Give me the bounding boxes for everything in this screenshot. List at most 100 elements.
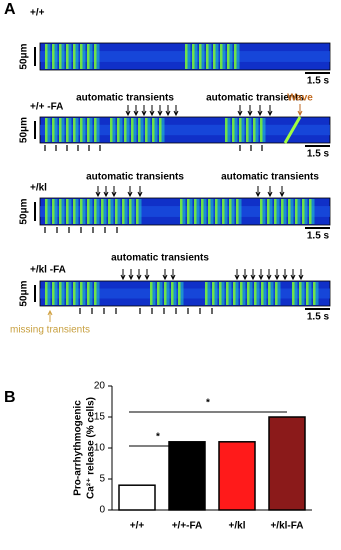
transient-tail: [54, 282, 58, 305]
transient-tail: [297, 199, 301, 224]
transient: [124, 118, 127, 142]
transient-tail: [255, 118, 259, 142]
transient: [194, 199, 197, 224]
x-tick-label: +/+-FA: [172, 521, 203, 532]
transient-tail: [231, 199, 235, 224]
transient-tail: [61, 199, 65, 224]
transient-tail: [215, 44, 219, 69]
transient: [129, 199, 132, 224]
transient-tail: [54, 44, 58, 69]
transient: [219, 282, 222, 305]
transient: [101, 199, 104, 224]
transient: [254, 282, 257, 305]
transient-tail: [119, 118, 123, 142]
transient: [73, 44, 76, 69]
transient-tail: [229, 44, 233, 69]
transient: [159, 118, 162, 142]
transient-tail: [89, 44, 93, 69]
transient: [80, 282, 83, 305]
arrow: [133, 105, 139, 117]
x-tick-label: +/kl: [229, 521, 246, 532]
arrow: [144, 269, 150, 281]
transient: [73, 199, 76, 224]
transient: [45, 118, 48, 142]
x-tick-label: +/+: [130, 521, 145, 532]
transient-tail: [263, 282, 267, 305]
transient: [192, 44, 195, 69]
transient: [59, 118, 62, 142]
transient: [213, 44, 216, 69]
transient-tail: [54, 199, 58, 224]
genotype-label: +/+ -FA: [30, 102, 63, 113]
panel-label: B: [4, 389, 16, 406]
transient: [267, 199, 270, 224]
transient: [233, 282, 236, 305]
y-tick-label: 5: [99, 474, 105, 485]
arrow: [290, 269, 296, 281]
transient-tail: [131, 199, 135, 224]
transient: [229, 199, 232, 224]
annotation: automatic transients: [111, 253, 209, 264]
transient: [232, 118, 235, 142]
transient-tail: [301, 282, 305, 305]
transient-tail: [61, 118, 65, 142]
transient-tail: [249, 282, 253, 305]
transient: [59, 44, 62, 69]
transient: [145, 118, 148, 142]
transient-tail: [126, 118, 130, 142]
significance-star: *: [206, 398, 210, 409]
y-axis-label: Ca²⁺ release (% cells): [86, 397, 97, 499]
arrow: [279, 186, 285, 198]
transient-tail: [89, 282, 93, 305]
transient-tail: [103, 199, 107, 224]
transient-tail: [68, 118, 72, 142]
transient-tail: [82, 282, 86, 305]
transient: [66, 199, 69, 224]
transient: [274, 199, 277, 224]
transient-tail: [256, 282, 260, 305]
transient-tail: [154, 118, 158, 142]
transient-tail: [82, 199, 86, 224]
transient-tail: [222, 44, 226, 69]
transient: [302, 199, 305, 224]
transient-tail: [96, 199, 100, 224]
transient: [281, 199, 284, 224]
transient-tail: [242, 282, 246, 305]
transient: [80, 44, 83, 69]
transient: [313, 282, 316, 305]
transient-tail: [47, 282, 51, 305]
transient-tail: [294, 282, 298, 305]
transient: [225, 118, 228, 142]
scale-y-label: 50μm: [19, 198, 30, 224]
bar: [268, 416, 306, 511]
transient: [187, 199, 190, 224]
arrow: [103, 186, 109, 198]
transient: [239, 118, 242, 142]
transient-tail: [75, 44, 79, 69]
transient-tail: [203, 199, 207, 224]
transient: [122, 199, 125, 224]
transient-tail: [311, 199, 315, 224]
transient-tail: [248, 118, 252, 142]
transient: [227, 44, 230, 69]
line-scan-band: [40, 288, 330, 299]
transient: [246, 118, 249, 142]
transient-tail: [235, 282, 239, 305]
transient-tail: [214, 282, 218, 305]
transient: [80, 118, 83, 142]
arrow: [95, 186, 101, 198]
arrow: [282, 269, 288, 281]
transient: [206, 44, 209, 69]
transient-tail: [196, 199, 200, 224]
transient: [52, 199, 55, 224]
transient-tail: [262, 199, 266, 224]
transient: [240, 282, 243, 305]
transient: [87, 199, 90, 224]
transient-tail: [166, 282, 170, 305]
transient-tail: [221, 282, 225, 305]
transient: [201, 199, 204, 224]
transient-tail: [82, 118, 86, 142]
y-tick-label: 20: [94, 381, 106, 392]
transient-tail: [180, 282, 184, 305]
transient: [66, 118, 69, 142]
